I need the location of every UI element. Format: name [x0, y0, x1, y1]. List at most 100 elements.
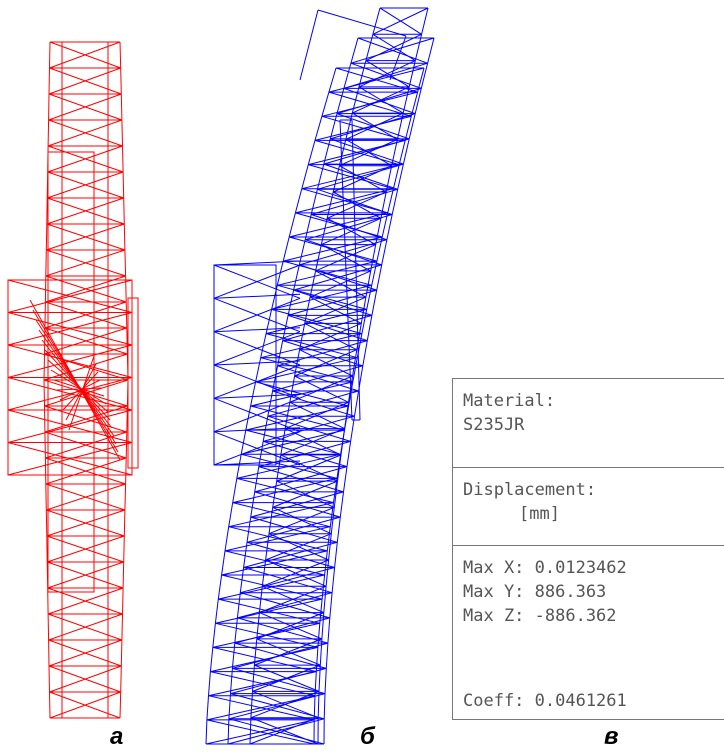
- truss-member: [47, 145, 123, 173]
- caption-c: в: [604, 723, 619, 750]
- truss-member: [240, 430, 247, 455]
- truss-member: [213, 293, 301, 299]
- truss-member: [43, 353, 45, 381]
- truss-inner-box: [47, 151, 95, 593]
- truss-member: [119, 691, 122, 719]
- truss-member: [45, 249, 126, 277]
- truss-member: [333, 478, 338, 503]
- truss-member: [47, 561, 124, 589]
- truss-member: [46, 483, 126, 511]
- truss-member: [350, 37, 359, 64]
- material-label: Material:: [463, 391, 556, 411]
- truss-member: [315, 244, 322, 272]
- truss-member: [48, 665, 50, 693]
- truss-member: [53, 379, 105, 397]
- truss-member: [304, 296, 367, 324]
- truss-member: [218, 574, 325, 600]
- truss-member: [265, 533, 332, 561]
- truss-member: [45, 483, 47, 511]
- truss-member: [213, 364, 301, 399]
- truss-member: [205, 719, 208, 745]
- truss-member: [206, 695, 209, 720]
- truss-member: [56, 387, 103, 391]
- truss-member: [321, 91, 330, 117]
- truss-member: [45, 249, 47, 277]
- truss-member: [317, 623, 321, 648]
- truss-member: [49, 691, 51, 719]
- truss-member: [289, 375, 296, 403]
- truss-member: [213, 393, 301, 399]
- truss-member: [386, 214, 393, 240]
- truss-member: [228, 502, 234, 527]
- truss-member: [228, 502, 334, 528]
- truss-member: [213, 264, 301, 299]
- truss-member: [324, 668, 327, 694]
- truss-member: [301, 164, 400, 190]
- truss-member: [294, 188, 303, 214]
- truss-member: [45, 509, 48, 537]
- truss-member: [47, 359, 109, 413]
- truss-member: [125, 431, 128, 459]
- truss-member: [123, 197, 125, 225]
- truss-member: [317, 691, 320, 718]
- truss-member: [122, 145, 124, 173]
- truss-member: [7, 312, 133, 346]
- truss-member: [254, 466, 348, 493]
- truss-member: [317, 163, 404, 190]
- truss-member: [213, 427, 301, 433]
- truss-member: [301, 164, 309, 189]
- truss-member: [345, 112, 353, 140]
- truss-member: [376, 236, 383, 262]
- truss-member: [224, 526, 331, 552]
- truss-member: [213, 360, 301, 366]
- truss-member: [123, 535, 125, 563]
- coeff-value: Coeff: 0.0461261: [463, 691, 627, 711]
- truss-member: [205, 719, 315, 745]
- truss-member: [336, 454, 342, 479]
- truss-member: [121, 613, 123, 641]
- truss-member: [414, 88, 422, 114]
- truss-member: [213, 297, 301, 333]
- truss-member: [308, 139, 406, 166]
- truss-member: [47, 587, 124, 615]
- truss-member: [313, 695, 316, 720]
- truss-member: [323, 693, 326, 719]
- truss-member: [230, 668, 233, 694]
- truss-member: [122, 587, 124, 615]
- truss-member: [7, 279, 133, 313]
- displacement-label: Displacement:: [463, 480, 597, 500]
- truss-member: [387, 188, 394, 214]
- truss-member: [319, 599, 323, 624]
- truss-member: [272, 365, 363, 392]
- truss-member: [44, 301, 127, 329]
- truss-member: [309, 270, 317, 298]
- truss-member: [213, 397, 301, 433]
- truss-member: [277, 260, 378, 286]
- truss-member: [224, 526, 230, 551]
- truss-member: [385, 165, 393, 193]
- truss-member: [59, 379, 101, 401]
- truss-member: [346, 441, 352, 467]
- caption-b: б: [360, 723, 375, 750]
- truss-member: [267, 390, 359, 417]
- truss-member: [246, 517, 252, 543]
- truss-member: [124, 249, 127, 277]
- truss-member: [210, 646, 319, 673]
- truss-member: [68, 355, 95, 431]
- truss-member: [243, 542, 248, 568]
- truss-member: [260, 333, 363, 359]
- truss-member: [354, 390, 360, 417]
- truss-member: [43, 353, 128, 381]
- truss-member: [126, 327, 128, 355]
- truss-member: [250, 491, 256, 518]
- truss-member: [397, 163, 404, 190]
- truss-member: [314, 115, 412, 141]
- truss-member: [372, 7, 381, 35]
- truss-member: [337, 454, 342, 482]
- truss-member: [276, 454, 282, 482]
- truss-member: [304, 214, 312, 240]
- truss-member: [262, 559, 329, 587]
- truss-member: [358, 60, 367, 88]
- truss-member: [317, 9, 407, 37]
- truss-member: [299, 9, 319, 81]
